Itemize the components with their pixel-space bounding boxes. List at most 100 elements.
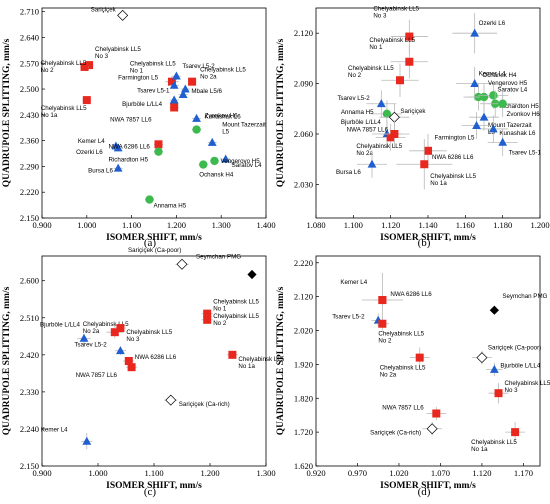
y-axis-label: QUADRUPOLE SPLITTING, mm/s [276, 286, 286, 435]
marker-open-diamond [176, 258, 188, 270]
marker-open-diamond [476, 352, 488, 364]
point-label: Kemer L4 [78, 138, 105, 145]
panel-d: 0.920 0.970 1.020 1.070 1.120 1.170 1.620 1.720… [276, 255, 550, 498]
data-point: Seymchan PMG [196, 254, 257, 280]
x-tick-label: 1.100 [122, 220, 141, 230]
marker-circle [489, 91, 498, 100]
x-tick-label: 1.100 [144, 468, 163, 478]
data-point: Chelyabinsk LL5 No 1a [41, 96, 92, 119]
data-point: Kemer L4 [41, 426, 93, 450]
marker-square [110, 328, 119, 337]
marker-circle [479, 92, 489, 102]
marker-triangle [376, 99, 386, 108]
data-point: Kemer L4 [456, 66, 506, 101]
point-label: NWA 6286 LL6 [108, 143, 150, 150]
x-tick-label: 1.000 [88, 468, 107, 478]
y-axis-label: QUADRUPOLE SPLITTING, mm/s [2, 286, 12, 435]
panel-label: (d) [418, 486, 431, 498]
point-label: Bursa L6 [88, 167, 113, 174]
x-tick-label: 1.300 [256, 468, 275, 478]
x-tick-label: 1.300 [212, 220, 231, 230]
marker-triangle [470, 79, 480, 87]
marker-square [116, 324, 125, 333]
panel-label: (a) [144, 237, 157, 249]
data-point: Chelyabinsk LL5 No 2a [380, 347, 430, 379]
x-tick-label: 1.120 [381, 220, 400, 230]
y-tick-label: 1.620 [294, 461, 313, 471]
marker-square [127, 363, 136, 372]
x-axis-label: ISOMER SHIFT, mm/s [106, 233, 202, 243]
data-point: Sariçiçek (Ca-poor) [471, 345, 541, 365]
marker-square [170, 103, 179, 112]
marker-triangle [113, 143, 123, 152]
data-point: Saratov L4 [221, 154, 262, 169]
marker-square [124, 357, 133, 365]
data-point: Bjurböle L/LL4 [122, 95, 179, 108]
panel-label: (c) [144, 486, 157, 498]
data-point: Tsarev L5-2 [332, 313, 385, 328]
y-tick-label: 2.120 [294, 28, 313, 38]
point-label: Chelyabinsk LL5 No 1a [41, 105, 87, 119]
data-point: Mount Tazerzait L5 [207, 121, 266, 147]
data-point: Ochansk H4 [198, 160, 234, 179]
panel-c: 0.900 1.000 1.100 1.200 1.300 2.150 2.240 2.330… [2, 247, 285, 498]
data-point: Ozerki L6 [452, 13, 506, 54]
marker-triangle [207, 137, 217, 146]
point-label: Chelyabinsk LL5 No 2 [213, 313, 259, 327]
point-label: Kunashak L6 [205, 114, 242, 121]
data-point: Tsarev L5-2 [74, 342, 126, 355]
marker-triangle [116, 346, 125, 355]
marker-circle [199, 160, 208, 169]
marker-black-diamond [247, 269, 257, 280]
x-tick-label: 1.140 [418, 220, 437, 230]
x-axis-label: ISOMER SHIFT, mm/s [106, 481, 202, 491]
data-point: Richardton H5 [108, 147, 163, 164]
data-point: Chelyabinsk LL5 No 3 [114, 323, 173, 343]
data-point: Chelyabinsk LL5 No 2 [348, 63, 419, 98]
x-tick-label: 1.170 [514, 468, 533, 478]
y-tick-label: 2.150 [20, 213, 39, 223]
y-tick-label: 2.120 [294, 292, 313, 302]
point-label: Mount Tazerzait L5 [222, 121, 266, 135]
point-label: Chelyabinsk LL5 No 1 [213, 299, 259, 313]
point-label: Chelyabinsk LL5 No 1 [130, 61, 176, 75]
point-label: Chelyabinsk LL5 No 3 [505, 380, 550, 394]
point-label: Ozerki L6 [479, 20, 506, 27]
y-axis-label: QUADRUPOLE SPLITTING, mm/s [2, 38, 12, 187]
y-tick-label: 2.570 [20, 58, 39, 68]
point-label: Sariçiçek (Ca-rich) [179, 401, 230, 408]
marker-triangle [172, 71, 181, 80]
x-tick-label: 1.100 [344, 220, 363, 230]
panel-label: (b) [418, 237, 431, 249]
point-label: Tsarev L5-1 [509, 149, 542, 156]
marker-triangle [488, 124, 498, 133]
point-label: Bjurböle L/LL4 [500, 362, 540, 369]
data-point: Chelyabinsk LL5 No 3 [488, 380, 550, 404]
point-label: Chelyabinsk LL5 No 3 [126, 329, 172, 343]
data-point: Bursa L6 [88, 163, 123, 174]
marker-square [378, 319, 387, 328]
marker-triangle [470, 28, 480, 37]
y-tick-label: 2.710 [20, 7, 39, 17]
data-point: Kunashak L6 [478, 115, 536, 143]
y-tick-label: 2.430 [20, 110, 39, 120]
plot-frame [41, 255, 267, 467]
point-label: Ochansk H4 [482, 72, 517, 79]
marker-triangle [169, 95, 179, 104]
marker-square [396, 76, 404, 85]
y-tick-label: 1.820 [294, 393, 313, 403]
data-point: NWA 7857 LL6 [76, 363, 138, 379]
y-tick-label: 2.600 [20, 276, 39, 286]
point-label: Ochansk H4 [199, 172, 234, 179]
marker-circle [145, 195, 154, 204]
point-label: Chelyabinsk LL5 No 2 [378, 331, 424, 345]
data-point: Chelyabinsk LL5 No 1a [471, 421, 526, 453]
y-tick-label: 2.030 [294, 179, 313, 189]
data-point: Chelyabinsk LL5 No 2 [41, 60, 90, 74]
y-tick-label: 2.020 [294, 326, 313, 336]
point-label: Chelyabinsk LL5 No 1a [471, 439, 517, 453]
marker-square [82, 96, 91, 105]
point-label: Sariçiçek [91, 6, 117, 13]
point-label: Bjurböle L/LL4 [40, 321, 80, 328]
